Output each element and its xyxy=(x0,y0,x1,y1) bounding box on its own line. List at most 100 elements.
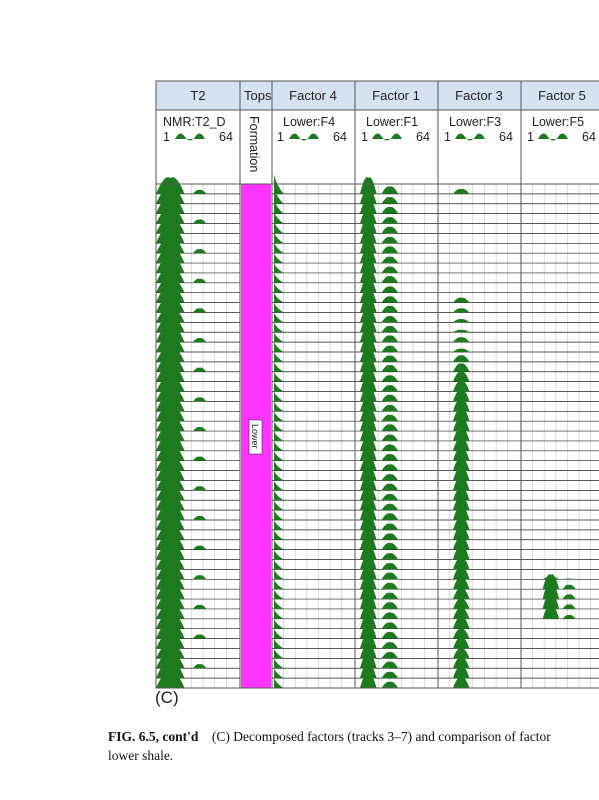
waveform-lower-f4 xyxy=(274,648,284,659)
waveform-lower-f3 xyxy=(452,308,470,313)
waveform-lower-f4 xyxy=(274,510,284,520)
waveform-lower-f4 xyxy=(274,461,284,471)
range-min-factor1: 1 xyxy=(361,130,368,144)
wave-glyph-icon xyxy=(455,133,485,141)
waveform-nmr-t2-d xyxy=(156,217,185,234)
waveform-lower-f4 xyxy=(274,490,284,501)
waveform-lower-f3 xyxy=(452,407,470,422)
waveform-lower-f3 xyxy=(452,458,470,471)
waveform-lower-f3 xyxy=(452,517,470,530)
waveform-lower-f4 xyxy=(274,520,284,530)
waveform-lower-f3 xyxy=(452,537,470,550)
waveform-nmr-t2-d xyxy=(156,553,185,570)
waveform-nmr-t2-d xyxy=(156,307,185,323)
waveform-lower-f3 xyxy=(452,496,470,511)
waveform-lower-f4 xyxy=(274,200,284,214)
waveform-lower-f3 xyxy=(452,598,470,609)
header-bg-factor5 xyxy=(521,81,599,110)
range-min-factor5: 1 xyxy=(527,130,534,144)
waveform-nmr-t2-d xyxy=(156,285,185,303)
waveform-nmr-t2-d xyxy=(156,376,185,392)
waveform-lower-f4 xyxy=(274,401,284,412)
waveform-lower-f4 xyxy=(274,188,284,204)
waveform-lower-f4 xyxy=(274,222,284,234)
waveform-lower-f4 xyxy=(274,212,284,224)
caption-line-2: lower shale. xyxy=(108,748,174,763)
waveform-lower-f4 xyxy=(274,619,284,629)
waveform-nmr-t2-d xyxy=(156,187,185,204)
waveform-lower-f3 xyxy=(452,467,470,481)
range-max-t2: 64 xyxy=(219,130,233,144)
waveform-nmr-t2-d xyxy=(156,336,185,352)
waveform-nmr-t2-d xyxy=(156,455,185,471)
track-grid xyxy=(156,184,599,689)
waveform-lower-f4 xyxy=(274,362,284,372)
panel-label: (C) xyxy=(155,688,179,707)
waveform-lower-f3 xyxy=(452,348,470,352)
waveform-lower-f3 xyxy=(452,447,470,461)
waveform-lower-f4 xyxy=(274,421,284,432)
track-frame xyxy=(271,183,356,689)
caption-line-1: (C) Decomposed factors (tracks 3–7) and … xyxy=(211,729,551,744)
waveform-lower-f3 xyxy=(452,297,470,303)
track-title-tops: Tops xyxy=(244,88,272,103)
formation-column: Lower xyxy=(241,184,271,688)
waveform-lower-f4 xyxy=(274,579,284,590)
waveform-lower-f3 xyxy=(452,371,470,382)
curve-name-t2: NMR:T2_D xyxy=(163,115,226,129)
waveform-lower-f4 xyxy=(274,342,284,352)
waveform-nmr-t2-d xyxy=(156,226,185,244)
formation-header-label: Formation xyxy=(247,116,261,172)
header-bg-factor4 xyxy=(272,81,355,110)
waveform-lower-f3 xyxy=(452,487,470,501)
waveform-lower-f4 xyxy=(274,470,284,481)
waveform-nmr-t2-d xyxy=(156,463,185,481)
waveform-lower-f4 xyxy=(274,293,284,303)
range-min-t2: 1 xyxy=(163,130,170,144)
range-max-factor5: 64 xyxy=(582,130,596,144)
curve-name-factor1: Lower:F1 xyxy=(366,115,418,129)
waveform-lower-f4 xyxy=(274,242,284,254)
waveform-lower-f4 xyxy=(274,431,284,441)
waveform-lower-f4 xyxy=(274,540,284,550)
waveform-lower-f4 xyxy=(274,559,284,570)
waveform-nmr-t2-d xyxy=(156,494,185,511)
waveform-lower-f3 xyxy=(452,637,470,649)
waveform-lower-f3 xyxy=(452,188,470,194)
waveform-lower-f4 xyxy=(274,263,284,273)
waveform-layer xyxy=(156,174,576,688)
range-min-factor3: 1 xyxy=(444,130,451,144)
waveform-nmr-t2-d xyxy=(156,256,185,273)
waveform-lower-f3 xyxy=(452,337,470,343)
waveform-lower-f3 xyxy=(452,628,470,639)
waveform-lower-f4 xyxy=(274,232,284,244)
curve-name-factor3: Lower:F3 xyxy=(449,115,501,129)
waveform-lower-f4 xyxy=(274,332,284,343)
track-frame xyxy=(437,183,522,689)
waveform-lower-f3 xyxy=(452,355,470,362)
waveform-lower-f4 xyxy=(274,569,284,580)
waveform-lower-f3 xyxy=(452,577,470,590)
header-bg-factor1 xyxy=(355,81,438,110)
range-max-factor4: 64 xyxy=(333,130,347,144)
waveform-lower-f4 xyxy=(274,589,284,600)
waveform-lower-f4 xyxy=(274,678,284,688)
track-title-t2: T2 xyxy=(190,88,205,103)
waveform-lower-f3 xyxy=(452,557,470,570)
range-max-factor3: 64 xyxy=(499,130,513,144)
waveform-lower-f4 xyxy=(274,599,284,609)
waveform-lower-f4 xyxy=(274,312,284,323)
zone-label: Lower xyxy=(250,424,260,449)
waveform-lower-f3 xyxy=(452,437,470,451)
waveform-lower-f4 xyxy=(274,451,284,461)
waveform-lower-f3 xyxy=(452,476,470,491)
waveform-lower-f4 xyxy=(274,530,284,540)
track-title-factor1: Factor 1 xyxy=(372,88,420,103)
waveform-lower-f3 xyxy=(452,506,470,520)
zone-label-box xyxy=(248,419,263,455)
waveform-nmr-t2-d xyxy=(156,612,185,629)
waveform-nmr-t2-d xyxy=(156,364,185,382)
waveform-nmr-t2-d xyxy=(156,247,185,264)
waveform-lower-f4 xyxy=(274,668,284,679)
waveform-lower-f4 xyxy=(274,658,284,669)
